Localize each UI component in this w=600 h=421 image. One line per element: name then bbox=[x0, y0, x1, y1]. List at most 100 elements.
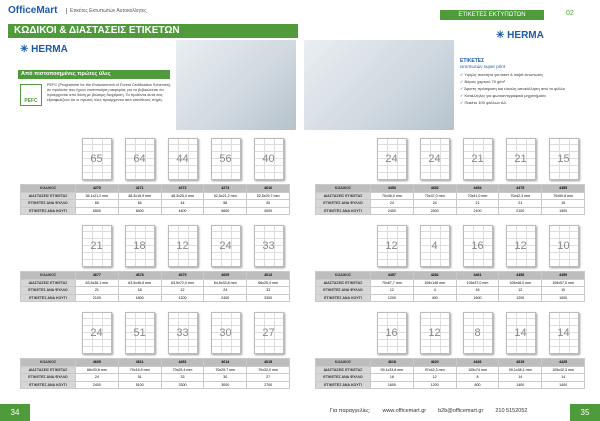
order-label: Για παραγγελίες: bbox=[330, 408, 371, 414]
cell: 105x57,0 mm bbox=[541, 278, 585, 287]
cell: 33 bbox=[160, 373, 205, 382]
table-row: ΚΩΔΙΚΟΣ 4609 4611 4451 4614 4615 bbox=[20, 358, 290, 367]
cell: 2400 bbox=[203, 293, 248, 302]
spec-table: ΚΩΔΙΚΟΣ 4618 4620 4426 4619 4425 ΔΙΑΣΤΑΣΕΙΣ ΕΤ… bbox=[315, 358, 585, 389]
cell: 4611 bbox=[117, 358, 162, 367]
label-sheet: 33 bbox=[167, 312, 198, 354]
label-sheet: 14 bbox=[548, 312, 579, 354]
table-row: ΕΤΙΚΕΤΕΣ ΑΝΑ ΦΥΛΛΟ 12 4 16 12 10 bbox=[315, 286, 585, 295]
row-label: ΕΤΙΚΕΤΕΣ ΑΝΑ ΚΟΥΤΙ bbox=[315, 293, 371, 302]
cell: 63,5x72,0 mm bbox=[160, 278, 205, 287]
cell: 48,3x16,9 mm bbox=[117, 191, 162, 200]
label-sheet: 21 bbox=[81, 225, 112, 267]
row-label: ΕΤΙΚΕΤΕΣ ΑΝΑ ΦΥΛΛΟ bbox=[20, 373, 76, 382]
brand: HERMA bbox=[31, 44, 68, 55]
cell: 1800 bbox=[117, 293, 162, 302]
cell: 63,5x46,6 mm bbox=[117, 278, 162, 287]
cell: 63,5x38,1 mm bbox=[75, 278, 119, 287]
cell: 4475 bbox=[498, 184, 543, 193]
email: b2b@officemart.gr bbox=[438, 408, 484, 414]
cell: 1600 bbox=[455, 293, 500, 302]
herma-logo: ✳ HERMA bbox=[496, 30, 544, 41]
brand: HERMA bbox=[507, 30, 544, 41]
cell: 21 bbox=[455, 199, 500, 208]
cell: 14 bbox=[498, 373, 543, 382]
table-row: ΕΤΙΚΕΤΕΣ ΑΝΑ ΚΟΥΤΙ 1600 1200 800 1400 1400 bbox=[315, 380, 585, 389]
label-sheet: 24 bbox=[376, 138, 407, 180]
row-label: ΔΙΑΣΤΑΣΕΙΣ ΕΤΙΚΕΤΑΣ bbox=[20, 191, 76, 200]
row-label: ΔΙΑΣΤΑΣΕΙΣ ΕΤΙΚΕΤΑΣ bbox=[315, 278, 371, 287]
row-label: ΚΩΔΙΚΟΣ bbox=[20, 184, 76, 193]
table-row: ΕΤΙΚΕΤΕΣ ΑΝΑ ΚΟΥΤΙ 2400 2400 2100 2100 1500 bbox=[315, 206, 585, 215]
cell: 64 bbox=[117, 199, 162, 208]
cell: 4609 bbox=[75, 358, 119, 367]
cell: 99,1x33,8 mm bbox=[370, 365, 414, 374]
label-sheet: 40 bbox=[253, 138, 284, 180]
intro-text: PEFC (Programme for the Endorsement of F… bbox=[47, 83, 172, 102]
cell: 8 bbox=[455, 373, 500, 382]
table-row: ΕΤΙΚΕΤΕΣ ΑΝΑ ΦΥΛΛΟ 24 51 33 30 27 bbox=[20, 373, 290, 382]
cell: 6500 bbox=[75, 206, 119, 215]
cell: 70x25,4 mm bbox=[160, 365, 205, 374]
cell: 4618 bbox=[370, 358, 414, 367]
product-photo bbox=[304, 40, 454, 130]
cell: 3000 bbox=[203, 380, 248, 389]
cell: 38,1x21,2 mm bbox=[75, 191, 119, 200]
cell: 12 bbox=[160, 286, 205, 295]
cell: 40 bbox=[246, 199, 290, 208]
row-label: ΚΩΔΙΚΟΣ bbox=[315, 358, 371, 367]
spec-table: ΚΩΔΙΚΟΣ 4677 4678 4679 4605 4613 ΔΙΑΣΤΑΣΕΙΣ ΕΤ… bbox=[20, 271, 290, 302]
cell: 18 bbox=[117, 286, 162, 295]
row-label: ΕΤΙΚΕΤΕΣ ΑΝΑ ΚΟΥΤΙ bbox=[315, 206, 371, 215]
row-label: ΕΤΙΚΕΤΕΣ ΑΝΑ ΚΟΥΤΙ bbox=[20, 206, 76, 215]
cell: 99,1x38,1 mm bbox=[498, 365, 543, 374]
phone: 210 5152052 bbox=[495, 408, 528, 414]
cell: 4454 bbox=[455, 184, 500, 193]
label-sheet: 30 bbox=[210, 312, 241, 354]
cell: 70x41,0 mm bbox=[455, 191, 500, 200]
label-sheet: 4 bbox=[419, 225, 450, 267]
row-label: ΕΤΙΚΕΤΕΣ ΑΝΑ ΦΥΛΛΟ bbox=[315, 199, 371, 208]
header-subtitle: Ετικέτες Εκτυπωτών Αυτοκόλλητες bbox=[66, 8, 147, 14]
feature-item: ✓ Βάρος χαρτιού 70 g/m² bbox=[460, 79, 506, 84]
cell: 4271 bbox=[117, 184, 162, 193]
cell: 1600 bbox=[370, 380, 414, 389]
cell: 30 bbox=[203, 373, 248, 382]
table-row: ΔΙΑΣΤΑΣΕΙΣ ΕΤΙΚΕΤΑΣ 66x33,8 mm 70x16,9 mm 7… bbox=[20, 365, 290, 374]
cell: 4605 bbox=[203, 271, 248, 280]
feature-item: ✓ Κατάλληλες για φωτοαντιγραφικά μηχανήμ… bbox=[460, 93, 546, 98]
cell: 2100 bbox=[75, 293, 119, 302]
label-sheet: 10 bbox=[548, 225, 579, 267]
cell: 1200 bbox=[412, 380, 457, 389]
cell: 2400 bbox=[370, 206, 414, 215]
table-row: ΕΤΙΚΕΤΕΣ ΑΝΑ ΚΟΥΤΙ 2100 1800 1200 2400 3300 bbox=[20, 293, 290, 302]
table-row: ΚΩΔΙΚΟΣ 4453 4452 4454 4475 4455 bbox=[315, 184, 585, 193]
cell: 97x42,3 mm bbox=[412, 365, 457, 374]
table-row: ΕΤΙΚΕΤΕΣ ΑΝΑ ΚΟΥΤΙ 6500 6400 4400 5600 4000 bbox=[20, 206, 290, 215]
cell: 4613 bbox=[246, 271, 290, 280]
row-label: ΚΩΔΙΚΟΣ bbox=[315, 271, 371, 280]
cell: 1400 bbox=[541, 380, 585, 389]
row-label: ΔΙΑΣΤΑΣΕΙΣ ΕΤΙΚΕΤΑΣ bbox=[315, 365, 371, 374]
row-label: ΕΤΙΚΕΤΕΣ ΑΝΑ ΦΥΛΛΟ bbox=[20, 286, 76, 295]
product-photo bbox=[176, 40, 296, 130]
label-sheet: 24 bbox=[210, 225, 241, 267]
row-label: ΕΤΙΚΕΤΕΣ ΑΝΑ ΦΥΛΛΟ bbox=[315, 373, 371, 382]
cell: 4614 bbox=[203, 358, 248, 367]
row-label: ΚΩΔΙΚΟΣ bbox=[315, 184, 371, 193]
cell: 70x29,7 mm bbox=[203, 365, 248, 374]
table-row: ΕΤΙΚΕΤΕΣ ΑΝΑ ΚΟΥΤΙ 1200 400 1600 1200 1000 bbox=[315, 293, 585, 302]
cell: 70x16,9 mm bbox=[117, 365, 162, 374]
cell: 2100 bbox=[498, 206, 543, 215]
row-label: ΔΙΑΣΤΑΣΕΙΣ ΕΤΙΚΕΤΑΣ bbox=[20, 365, 76, 374]
label-sheet: 64 bbox=[124, 138, 155, 180]
table-row: ΔΙΑΣΤΑΣΕΙΣ ΕΤΙΚΕΤΑΣ 63,5x38,1 mm 63,5x46,6… bbox=[20, 278, 290, 287]
label-sheet: 16 bbox=[462, 225, 493, 267]
cell: 51 bbox=[117, 373, 162, 382]
section-number: 02 bbox=[566, 10, 574, 17]
cell: 2700 bbox=[246, 380, 290, 389]
row-label: ΔΙΑΣΤΑΣΕΙΣ ΕΤΙΚΕΤΑΣ bbox=[20, 278, 76, 287]
cell: 16 bbox=[455, 286, 500, 295]
row-label: ΔΙΑΣΤΑΣΕΙΣ ΕΤΙΚΕΤΑΣ bbox=[315, 191, 371, 200]
